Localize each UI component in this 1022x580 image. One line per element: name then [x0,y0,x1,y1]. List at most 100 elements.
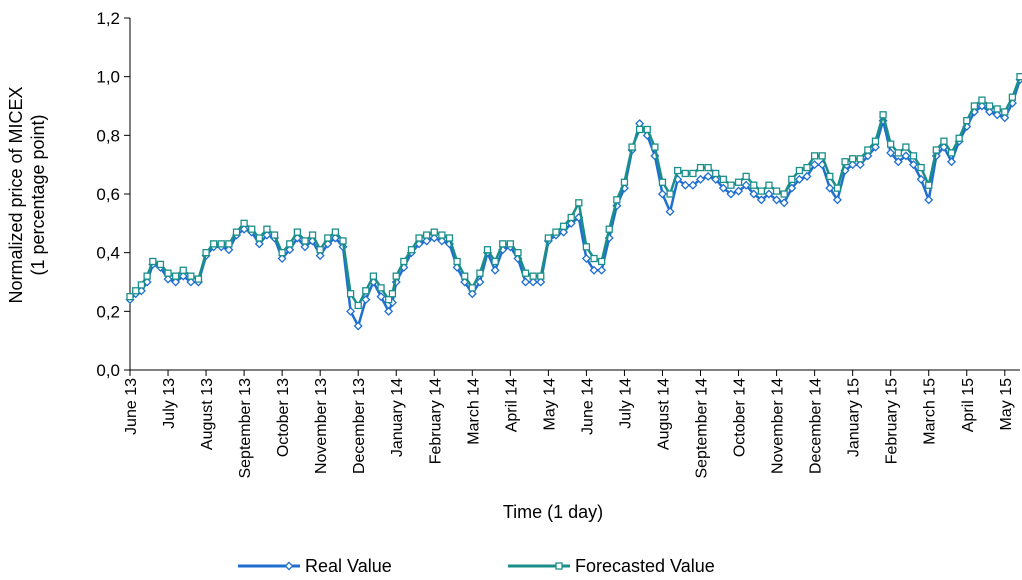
data-point [186,277,196,287]
data-point [324,234,332,242]
data-point [772,195,782,205]
data-point [680,180,690,190]
data-point [894,149,902,157]
data-point [696,163,705,172]
data-point [239,224,249,234]
data-point [423,231,431,239]
data-point [597,257,606,266]
x-tick-label: May 14 [541,378,558,431]
data-point [620,178,629,186]
data-point [330,233,340,243]
y-tick-label: 1,2 [96,9,120,28]
data-point [977,101,987,111]
x-tick-label: August 14 [655,378,672,450]
data-point [559,227,569,237]
data-point [947,149,956,157]
data-point [248,225,256,233]
data-point [362,287,370,295]
data-point [262,230,272,240]
x-tick-label: September 13 [237,378,254,479]
data-point [917,163,925,172]
x-tick-label: March 15 [922,378,939,445]
data-point [544,234,553,242]
legend-item: Forecasted Value [508,556,715,576]
data-point [529,272,537,280]
data-point [788,175,796,183]
data-point [970,102,979,110]
y-axis-ticks: 0,0 0,2 0,4 0,6 0,8 1,0 1,2 [96,9,130,380]
data-point [613,196,621,204]
x-tick-label: September 14 [694,378,711,479]
data-point [301,237,309,245]
x-tick-label: October 13 [275,378,292,457]
data-point [293,228,302,236]
y-tick-label: 0,6 [96,185,120,204]
data-point [552,228,560,236]
data-point [467,289,477,299]
data-point [217,240,225,248]
data-point [445,234,454,242]
data-point [795,166,804,175]
y-axis-title-line-2: (1 percentage point) [28,114,48,275]
data-point [438,231,446,239]
data-point [224,245,234,255]
data-point [194,275,203,283]
data-point [947,157,957,167]
legend-item: Real Value [238,556,392,576]
data-point [688,180,698,190]
data-point [369,272,378,280]
x-tick-label: June 13 [123,378,140,435]
data-point [665,207,675,217]
data-point [916,174,926,184]
data-point [149,257,157,266]
y-tick-label: 0,4 [96,244,120,263]
x-axis-ticks: June 13 July 13 August 13 September 13 Octob… [123,370,1015,479]
data-point [575,199,583,207]
legend-label: Real Value [305,556,392,576]
data-point [666,190,674,198]
data-point [779,198,789,208]
data-point [263,225,271,233]
data-point [901,151,911,161]
data-point [278,249,286,257]
data-point [658,178,667,186]
data-point [437,236,447,246]
series-forecasted-value [126,73,1022,310]
data-point [794,174,804,184]
data-point [703,171,713,181]
data-point [848,160,858,170]
data-point [985,102,994,110]
y-tick-label: 0,2 [96,302,120,321]
data-point [528,277,538,287]
data-point [924,195,934,205]
data-point [718,183,728,193]
data-point [832,195,842,205]
data-point [143,272,151,280]
data-point [270,231,279,239]
data-point [597,265,607,275]
data-point [164,269,172,277]
data-point [893,157,903,167]
legend: Real Value Forecasted Value [238,556,715,576]
data-point [726,189,736,199]
x-tick-label: July 13 [161,378,178,429]
x-tick-label: November 13 [313,378,330,474]
data-point [765,181,773,189]
data-point [461,272,469,280]
y-axis-title-line-1: Normalized price of MICEX [6,86,26,303]
y-tick-label: 0,8 [96,126,120,145]
data-point [856,155,864,163]
data-point [537,272,545,280]
data-point [476,269,484,277]
data-point [992,110,1002,120]
data-point [559,222,568,230]
data-point [521,269,530,277]
x-tick-label: February 15 [884,378,901,464]
data-point [232,228,241,236]
data-point [589,265,599,275]
data-point [1001,108,1009,116]
data-point [202,249,210,257]
data-point [993,105,1001,113]
data-point [841,158,849,166]
data-point [963,117,971,125]
